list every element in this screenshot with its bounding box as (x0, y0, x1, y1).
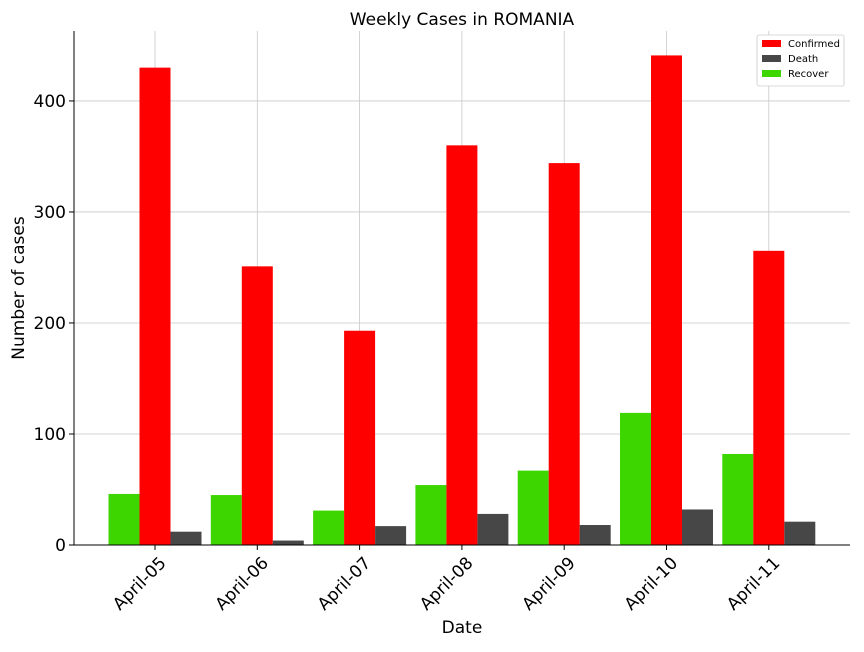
bar-recover-april-07 (313, 510, 345, 545)
bar-confirmed-april-08 (446, 145, 478, 545)
bar-recover-april-11 (722, 453, 754, 545)
x-tick-label: April-09 (518, 553, 579, 614)
x-tick-label: April-05 (109, 553, 170, 614)
bar-recover-april-05 (108, 493, 140, 545)
y-tick-label: 200 (34, 314, 66, 334)
bar-confirmed-april-11 (753, 250, 785, 545)
x-tick-label: April-07 (314, 553, 375, 614)
bar-death-april-06 (272, 540, 304, 545)
legend-swatch-death (762, 55, 781, 62)
bar-recover-april-09 (517, 470, 549, 545)
bar-confirmed-april-06 (241, 266, 273, 545)
y-tick-label: 0 (55, 536, 66, 556)
legend-swatch-recover (762, 70, 781, 77)
bar-death-april-10 (682, 509, 713, 545)
legend-label-death: Death (788, 54, 818, 65)
chart-title: Weekly Cases in ROMANIA (350, 10, 575, 30)
bar-confirmed-april-05 (139, 67, 171, 546)
y-axis-label: Number of cases (9, 216, 29, 360)
y-tick-label: 400 (34, 92, 66, 112)
x-tick-label: April-06 (212, 553, 273, 614)
legend-label-recover: Recover (788, 69, 829, 80)
x-tick-label: April-11 (723, 553, 784, 614)
bars (108, 55, 816, 546)
bar-recover-april-08 (415, 485, 447, 545)
legend: Confirmed Death Recover (756, 34, 845, 87)
bar-death-april-08 (477, 513, 509, 545)
y-tick-label: 100 (34, 425, 66, 445)
bar-recover-april-10 (620, 412, 651, 545)
bar-recover-april-06 (210, 495, 242, 545)
bar-confirmed-april-07 (344, 330, 376, 545)
x-tick-label: April-08 (416, 553, 477, 614)
bar-confirmed-april-09 (548, 163, 580, 546)
bar-death-april-07 (375, 526, 407, 545)
x-tick-label: April-10 (621, 553, 682, 614)
legend-label-confirmed: Confirmed (788, 39, 840, 50)
legend-swatch-confirmed (762, 40, 781, 47)
bar-death-april-09 (579, 525, 611, 545)
bar-death-april-05 (170, 531, 202, 545)
x-axis-label: Date (442, 618, 483, 638)
bar-death-april-11 (784, 521, 816, 545)
bar-confirmed-april-10 (651, 55, 682, 545)
y-tick-label: 300 (34, 203, 66, 223)
